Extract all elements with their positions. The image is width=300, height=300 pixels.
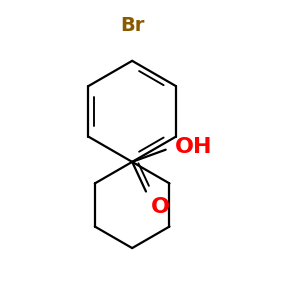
Text: Br: Br [120, 16, 144, 35]
Text: O: O [150, 197, 170, 218]
Text: OH: OH [175, 137, 212, 157]
